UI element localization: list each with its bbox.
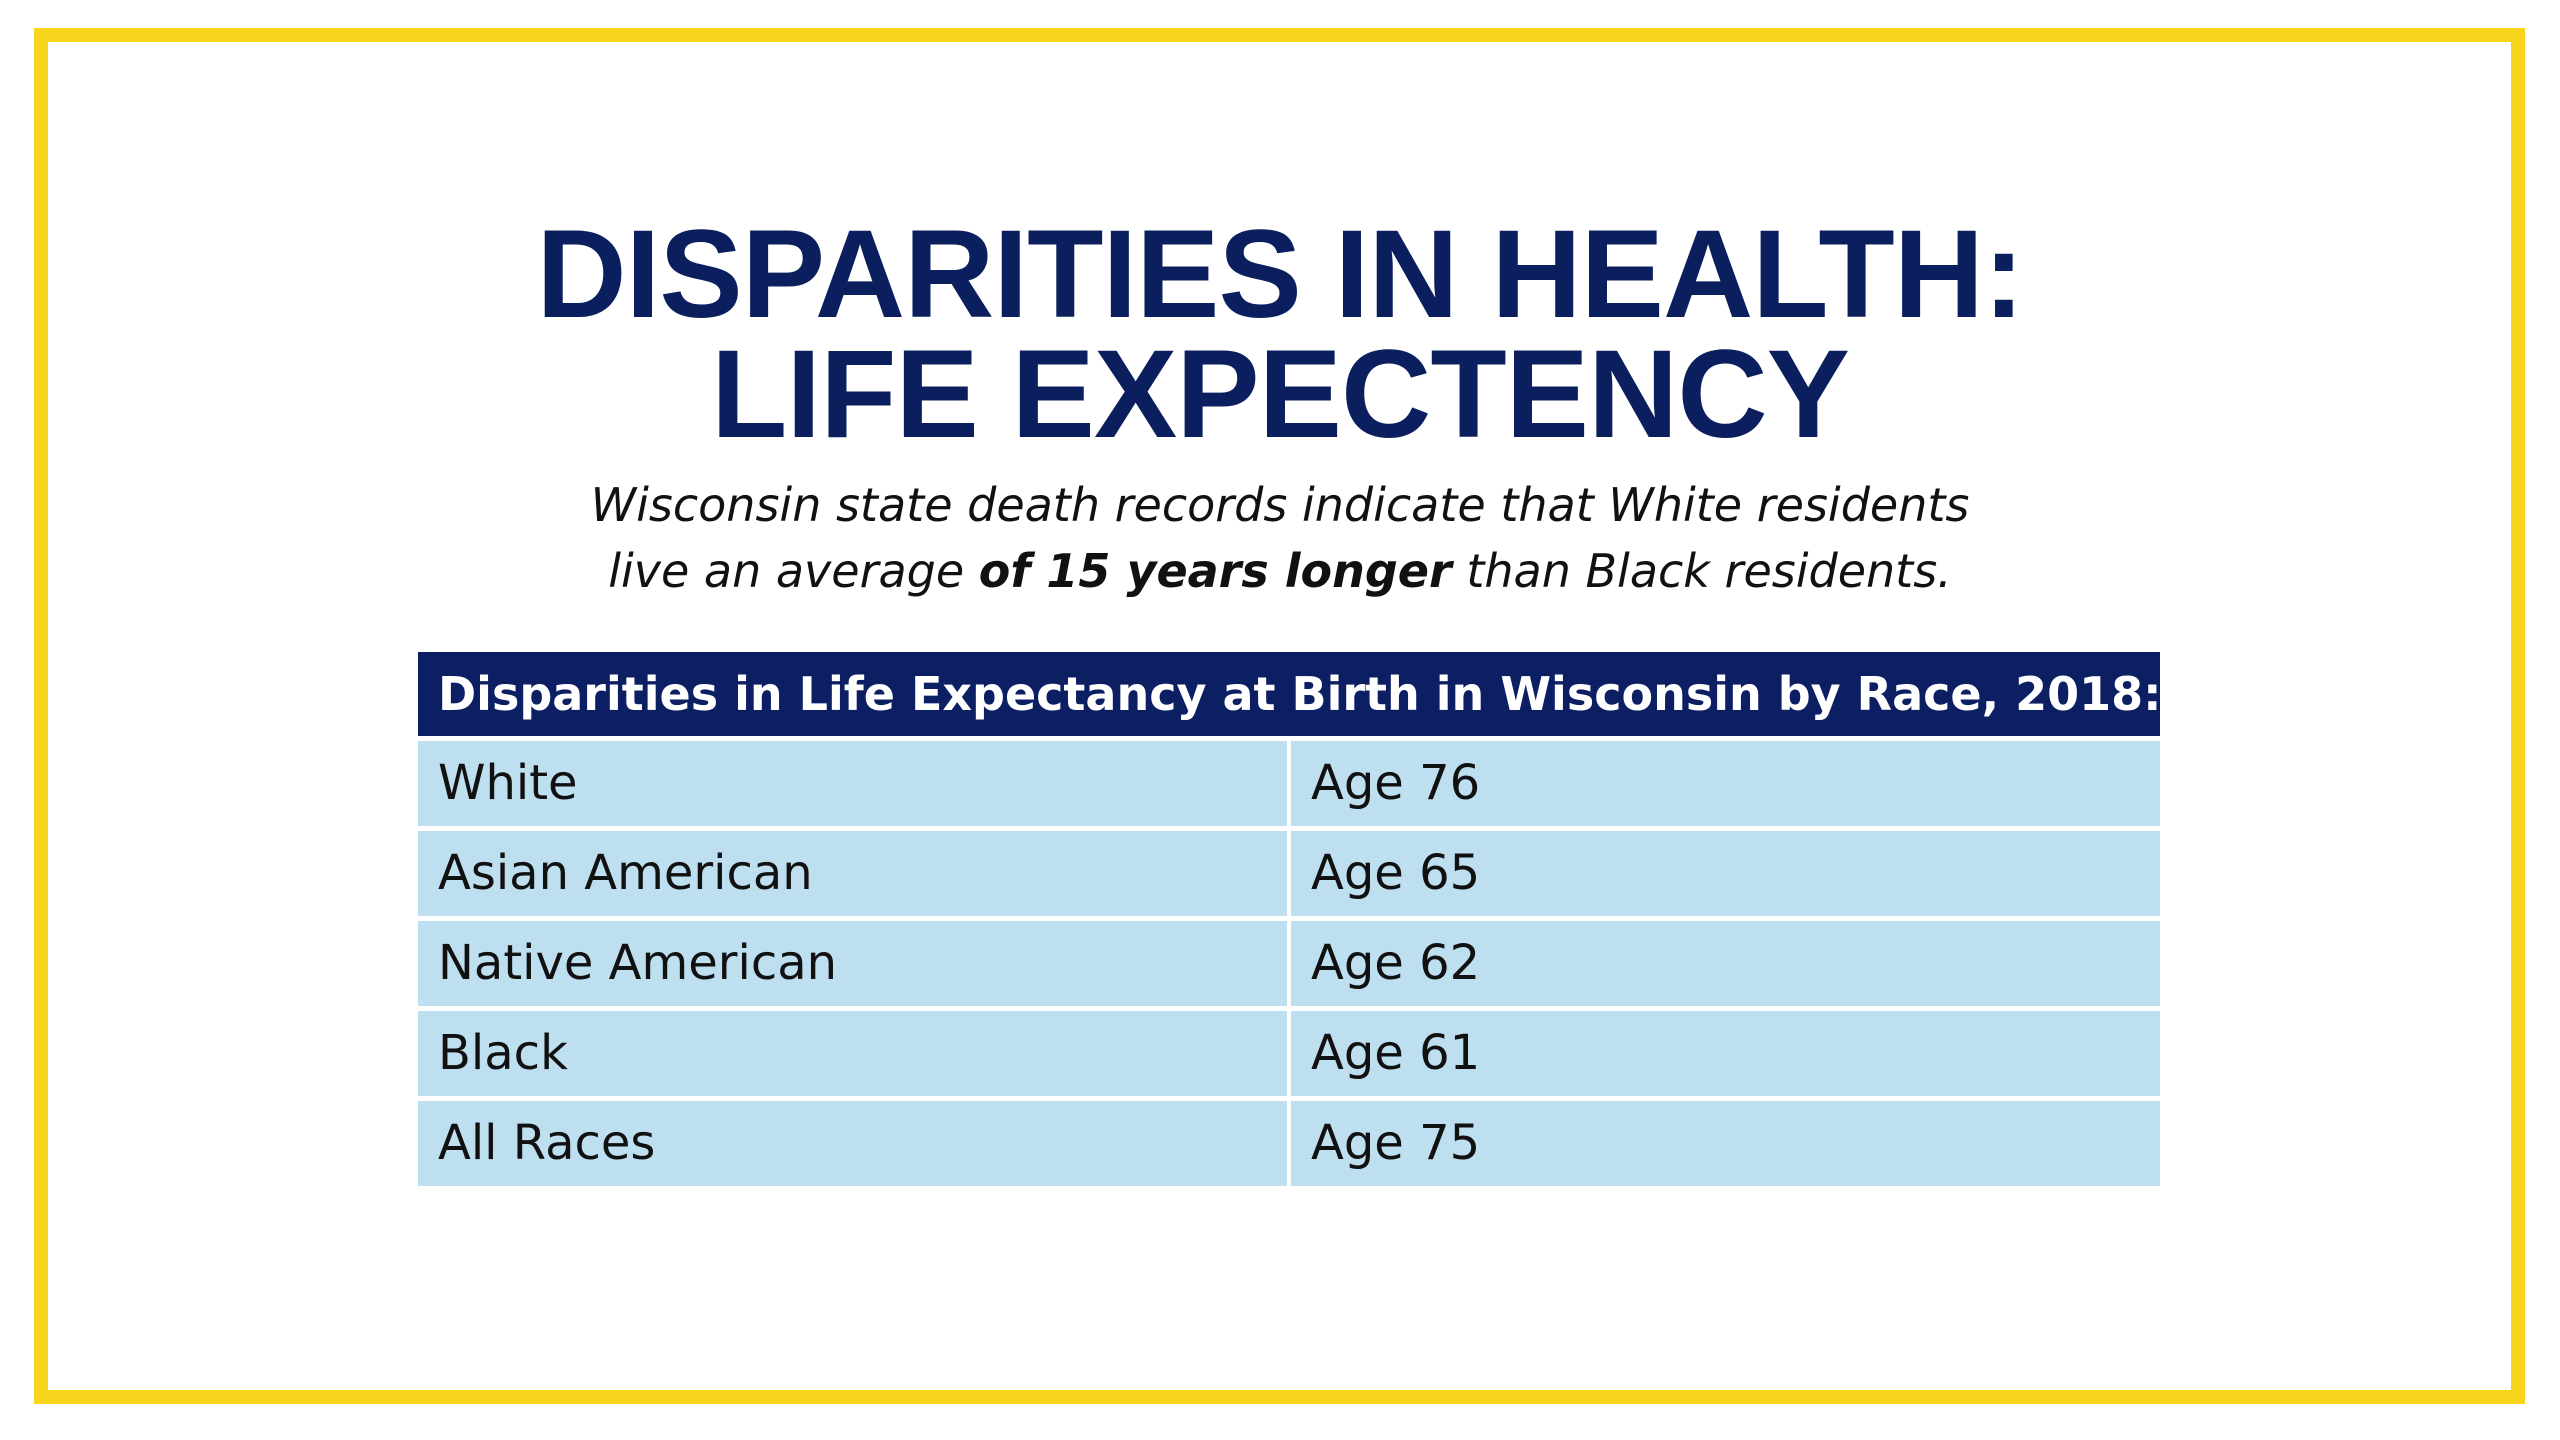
age-cell: Age 65 [1291,831,2160,916]
subtitle-line-1: Wisconsin state death records indicate t… [590,478,1970,532]
subtitle-text: live an average [608,544,979,598]
age-cell: Age 62 [1291,921,2160,1006]
subtitle-emphasis: of 15 years longer [978,544,1452,598]
table-row: White Age 76 [418,741,2160,826]
table-row: All Races Age 75 [418,1101,2160,1186]
table-header: Disparities in Life Expectancy at Birth … [418,652,2162,736]
race-cell: Native American [418,921,1287,1006]
subtitle-line-2: live an average of 15 years longer than … [0,538,2560,604]
age-cell: Age 75 [1291,1101,2160,1186]
age-cell: Age 61 [1291,1011,2160,1096]
slide-title-line-1: DISPARITIES IN HEALTH: [536,205,2024,344]
life-expectancy-table: Disparities in Life Expectancy at Birth … [418,652,2162,1186]
slide-title-line-2: LIFE EXPECTENCY [711,325,1850,464]
subtitle-text: than Black residents. [1451,544,1952,598]
table-row: Native American Age 62 [418,921,2160,1006]
race-cell: Black [418,1011,1287,1096]
race-cell: Asian American [418,831,1287,916]
age-cell: Age 76 [1291,741,2160,826]
table-row: Asian American Age 65 [418,831,2160,916]
race-cell: White [418,741,1287,826]
table-row: Black Age 61 [418,1011,2160,1096]
race-cell: All Races [418,1101,1287,1186]
